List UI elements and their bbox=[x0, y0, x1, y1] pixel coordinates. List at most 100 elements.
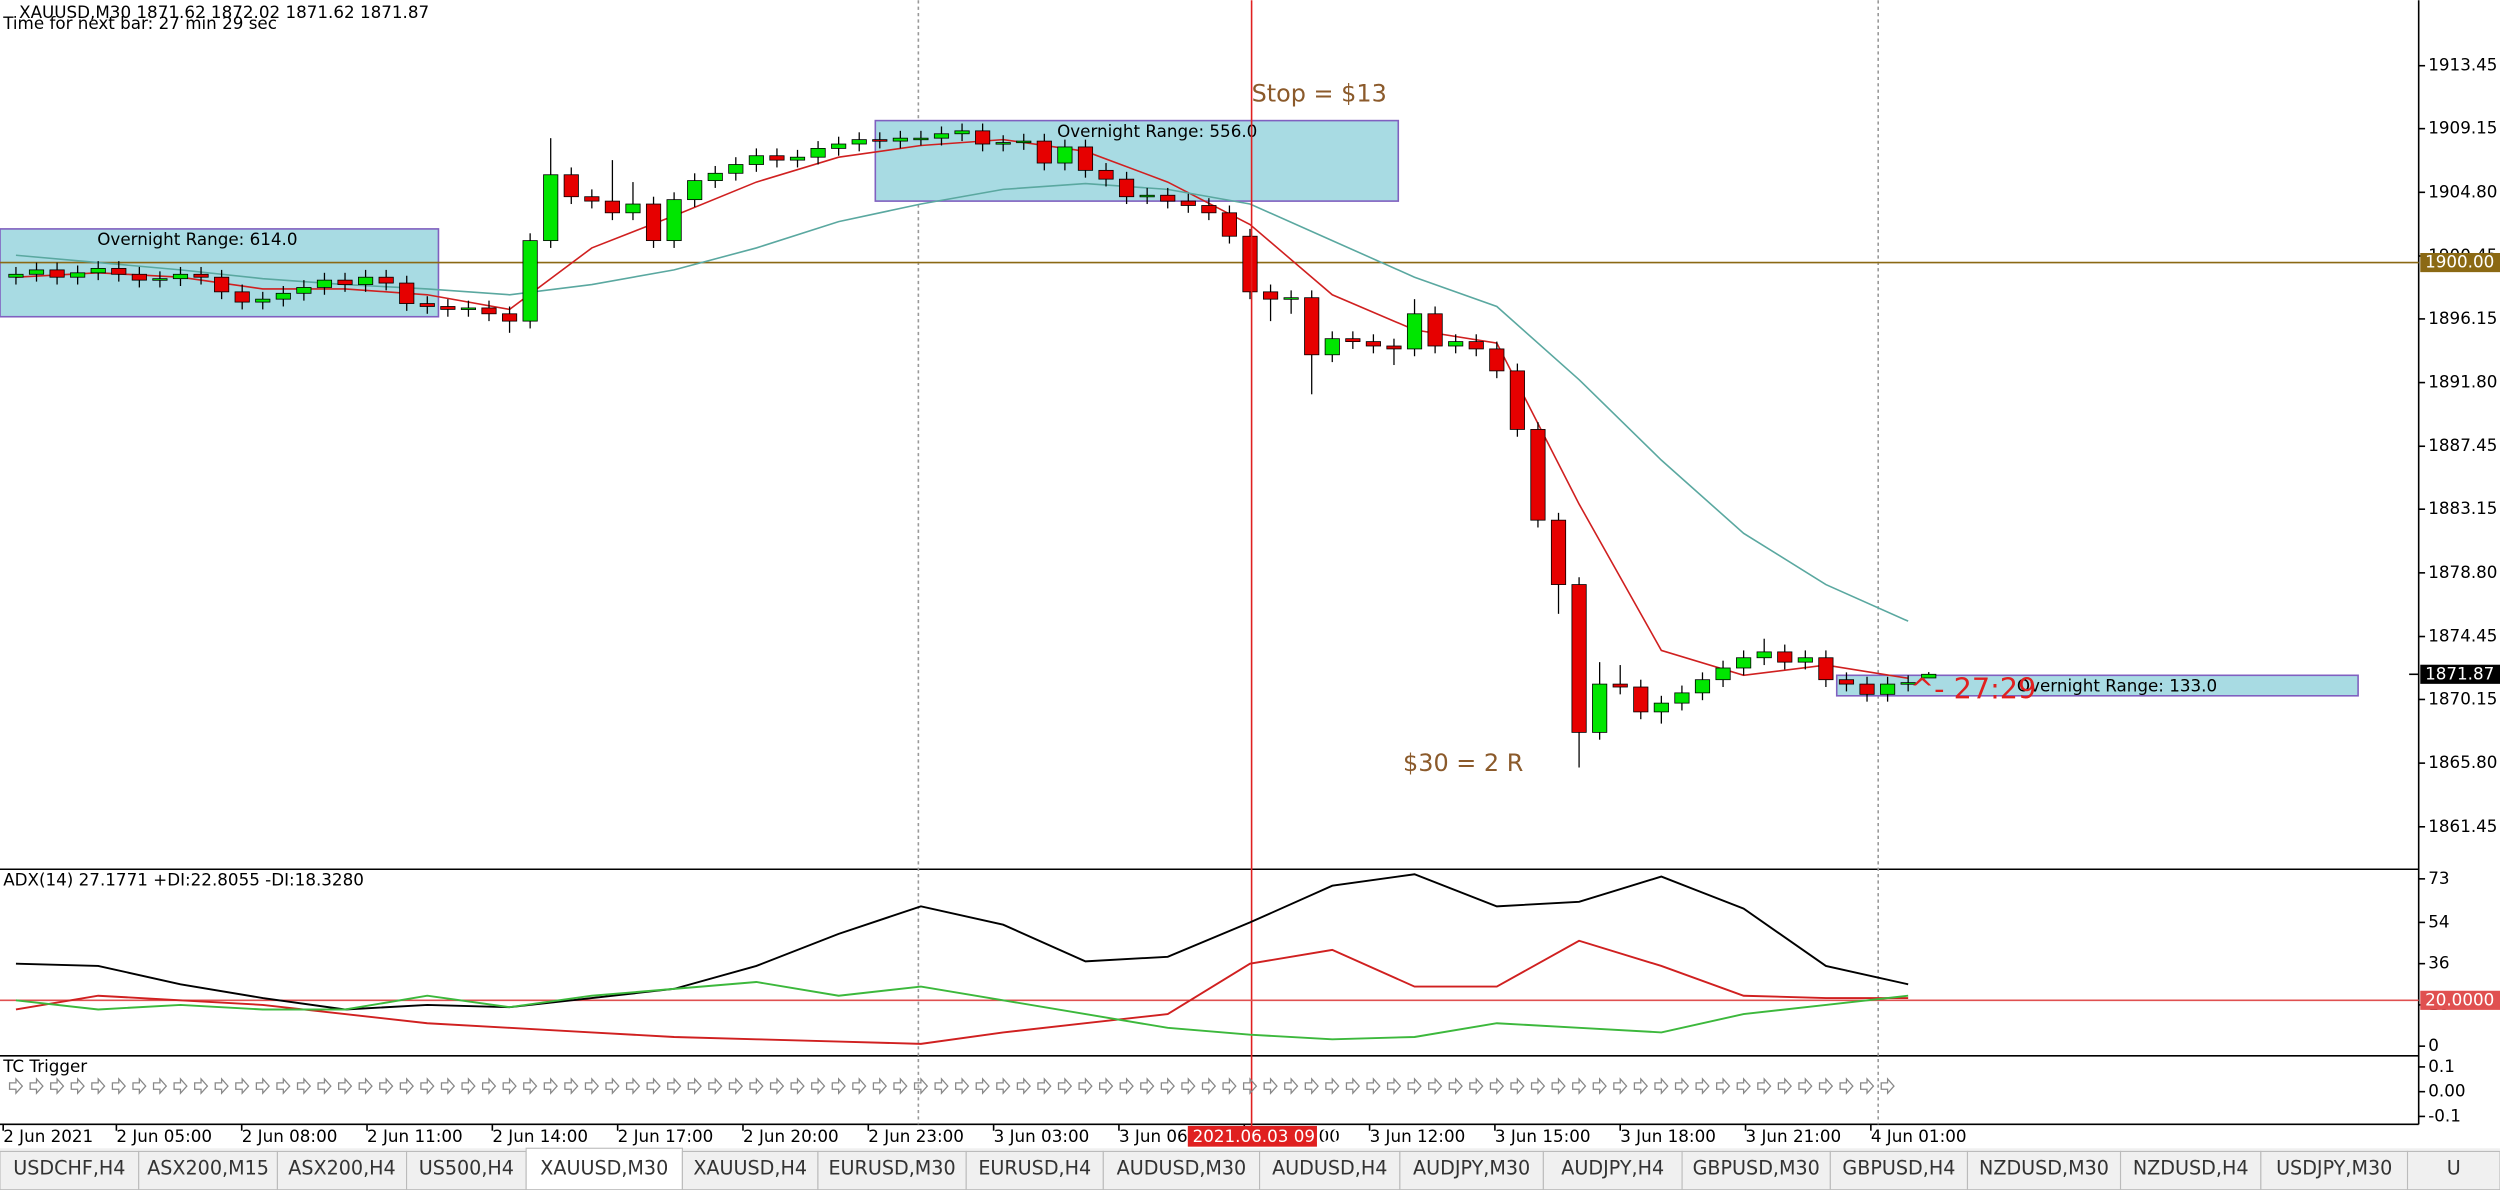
x-tick-label: 4 Jun 01:00 bbox=[1871, 1126, 1967, 1146]
x-tick-label: 2 Jun 23:00 bbox=[868, 1126, 964, 1146]
trigger-arrow bbox=[173, 1077, 188, 1095]
tab[interactable] bbox=[681, 1150, 819, 1190]
tab-label[interactable]: ASX200,H4 bbox=[288, 1156, 395, 1179]
tab[interactable] bbox=[1542, 1150, 1683, 1190]
trigger-arrow bbox=[893, 1077, 908, 1095]
candle-body bbox=[1694, 679, 1711, 694]
candle-body bbox=[70, 272, 86, 278]
candle-body bbox=[831, 143, 847, 149]
trigger-arrow bbox=[1016, 1077, 1031, 1095]
trigger-arrow bbox=[91, 1077, 106, 1095]
trigger-arrow bbox=[1386, 1077, 1402, 1095]
x-tick-label: 3 Jun 15:00 bbox=[1495, 1126, 1591, 1146]
candle-body bbox=[193, 273, 209, 278]
candle-body bbox=[90, 268, 106, 274]
level-label-box bbox=[2420, 253, 2500, 273]
candle-body bbox=[666, 199, 682, 242]
tab-label[interactable]: EURUSD,M30 bbox=[828, 1156, 955, 1179]
tab[interactable] bbox=[1829, 1150, 1969, 1190]
trigger-arrow bbox=[1099, 1077, 1114, 1095]
candle-body bbox=[913, 137, 929, 141]
trigger-arrow bbox=[1284, 1077, 1299, 1095]
tab[interactable] bbox=[1399, 1150, 1544, 1190]
trigger-arrow bbox=[1633, 1077, 1649, 1095]
tab[interactable] bbox=[525, 1147, 683, 1190]
candle-body bbox=[707, 172, 723, 182]
annotation: Stop = $13 bbox=[1252, 79, 1387, 107]
candle-body bbox=[1900, 682, 1916, 685]
tab-label[interactable]: USDCHF,H4 bbox=[13, 1156, 125, 1179]
tab-label[interactable]: NZDUSD,H4 bbox=[2133, 1156, 2249, 1179]
trigger-arrow bbox=[852, 1077, 867, 1095]
candle-body bbox=[1653, 702, 1669, 713]
y-tick-label: 1887.45 bbox=[2428, 435, 2497, 455]
tab[interactable] bbox=[1681, 1150, 1831, 1190]
y-tick-label: 1878.80 bbox=[2428, 562, 2497, 582]
x-tick-label: 3 Jun 18:00 bbox=[1620, 1126, 1716, 1146]
trigger-arrow bbox=[29, 1077, 44, 1095]
trigger-arrow bbox=[420, 1077, 435, 1095]
candle-body bbox=[1838, 679, 1855, 685]
candle-body bbox=[1201, 205, 1217, 214]
candle-body bbox=[1016, 140, 1032, 144]
tab-label[interactable]: XAUUSD,H4 bbox=[693, 1156, 807, 1179]
tab-label[interactable]: XAUUSD,M30 bbox=[540, 1156, 668, 1179]
candle-body bbox=[1571, 584, 1587, 733]
tab-label[interactable]: AUDUSD,H4 bbox=[1272, 1156, 1387, 1179]
candle-body bbox=[8, 273, 24, 278]
tab[interactable] bbox=[2260, 1150, 2409, 1190]
tab-label[interactable]: EURUSD,H4 bbox=[978, 1156, 1091, 1179]
trigger-arrow bbox=[1489, 1077, 1505, 1095]
tab[interactable] bbox=[276, 1150, 408, 1190]
tab-label[interactable]: AUDJPY,H4 bbox=[1561, 1156, 1664, 1179]
trigger-arrow bbox=[543, 1077, 558, 1095]
tab[interactable] bbox=[965, 1150, 1104, 1190]
candle-body bbox=[131, 273, 147, 281]
tab-label[interactable]: USDJPY,M30 bbox=[2276, 1156, 2392, 1179]
candle-body bbox=[687, 180, 703, 201]
candle-body bbox=[1530, 429, 1546, 521]
candle-body bbox=[1036, 140, 1052, 164]
trigger-arrow bbox=[1448, 1077, 1463, 1095]
tab-label[interactable]: US500,H4 bbox=[419, 1156, 514, 1179]
trigger-arrow bbox=[708, 1077, 723, 1095]
candle-body bbox=[933, 133, 950, 139]
tab-label[interactable]: AUDJPY,M30 bbox=[1413, 1156, 1530, 1179]
tab[interactable] bbox=[817, 1150, 967, 1190]
tab[interactable] bbox=[1259, 1150, 1401, 1190]
tab-label[interactable]: GBPUSD,H4 bbox=[1842, 1156, 1955, 1179]
x-tick-label: 2 Jun 08:00 bbox=[242, 1126, 338, 1146]
tab[interactable] bbox=[138, 1150, 278, 1190]
candle-body bbox=[954, 130, 970, 135]
y-tick-label: 1861.45 bbox=[2428, 816, 2497, 836]
candle-body bbox=[172, 273, 189, 280]
candle-body bbox=[1139, 194, 1155, 198]
tab[interactable] bbox=[2406, 1150, 2500, 1190]
indicator-title: TC Trigger bbox=[2, 1056, 87, 1076]
candle-body bbox=[1077, 146, 1094, 171]
candle-body bbox=[584, 196, 600, 202]
trigger-arrow bbox=[235, 1077, 250, 1095]
tab-label[interactable]: ASX200,M15 bbox=[147, 1156, 269, 1179]
trigger-arrow bbox=[255, 1077, 270, 1095]
tab[interactable] bbox=[2119, 1150, 2262, 1190]
tab-label[interactable]: AUDUSD,M30 bbox=[1117, 1156, 1247, 1179]
trigger-arrow bbox=[913, 1077, 929, 1095]
tab-label[interactable]: NZDUSD,M30 bbox=[1979, 1156, 2109, 1179]
trigger-arrow bbox=[1716, 1077, 1731, 1095]
tab-label[interactable]: U bbox=[2447, 1156, 2461, 1179]
candle-body bbox=[1818, 657, 1834, 681]
trigger-arrow bbox=[996, 1077, 1011, 1095]
trigger-arrow bbox=[276, 1077, 291, 1095]
candle-body bbox=[975, 130, 991, 145]
candle-body bbox=[49, 269, 65, 278]
candle-body bbox=[1880, 683, 1896, 695]
candle-body bbox=[1612, 683, 1628, 688]
candle-body bbox=[1550, 519, 1567, 585]
x-tick-label: 2 Jun 05:00 bbox=[116, 1126, 212, 1146]
tab-label[interactable]: GBPUSD,M30 bbox=[1693, 1156, 1820, 1179]
candle-body bbox=[1119, 178, 1135, 198]
candle-body bbox=[769, 155, 785, 161]
candle-body bbox=[296, 287, 312, 294]
trigger-arrow bbox=[1592, 1077, 1607, 1095]
